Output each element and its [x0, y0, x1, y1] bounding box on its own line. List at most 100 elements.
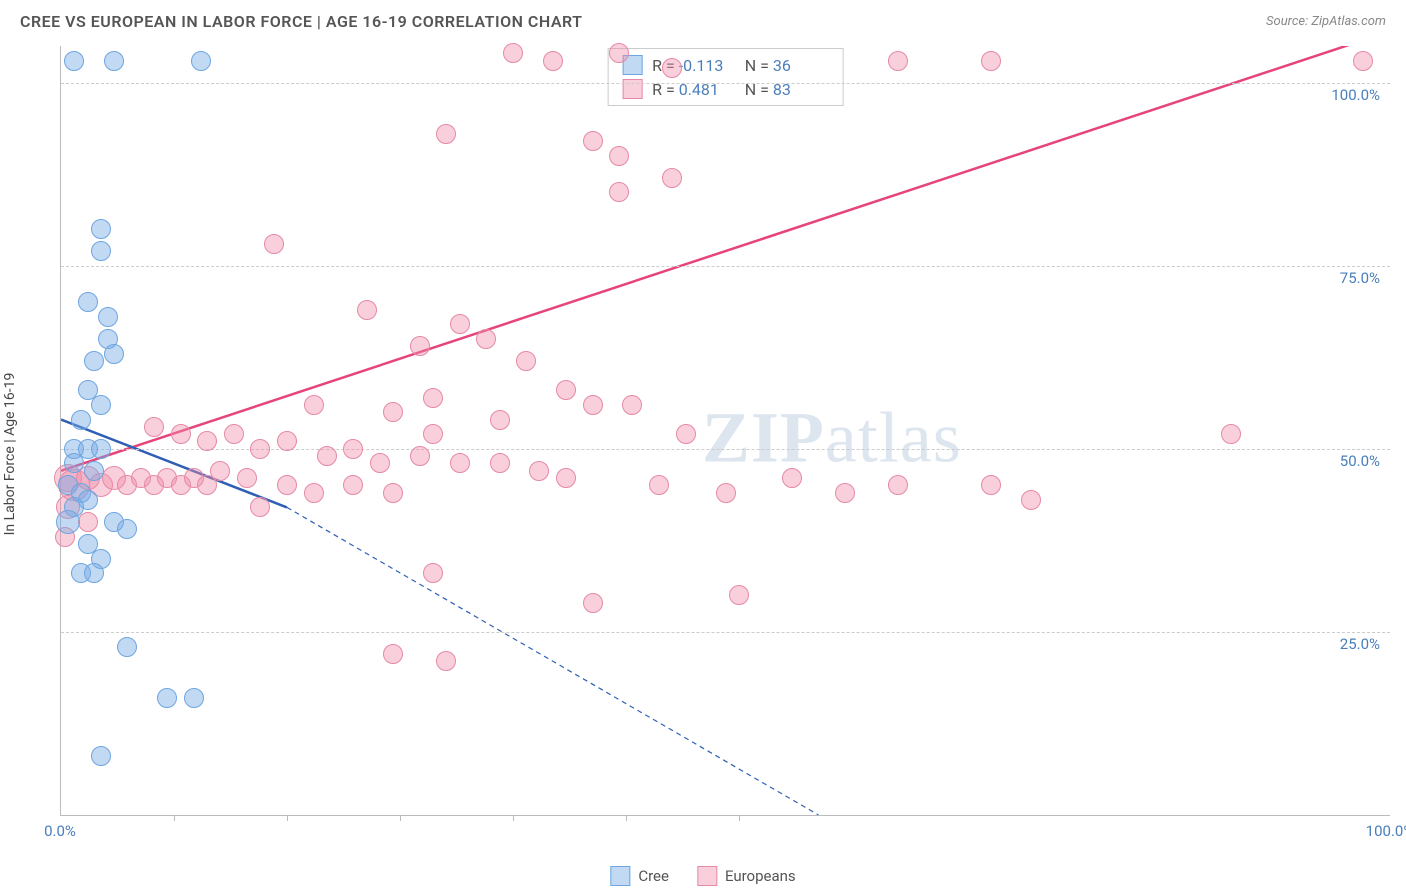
- euro-point: [662, 168, 682, 188]
- euro-point: [210, 461, 230, 481]
- y-tick-label: 50.0%: [1340, 452, 1380, 470]
- euro-point: [450, 314, 470, 334]
- x-tick: [400, 815, 401, 821]
- cree-point: [157, 688, 177, 708]
- euro-point: [1021, 490, 1041, 510]
- legend-label-euro: Europeans: [725, 867, 796, 885]
- cree-point: [84, 351, 104, 371]
- swatch-cree-icon: [610, 866, 630, 886]
- legend-item-euro: Europeans: [697, 866, 796, 886]
- euro-point: [649, 475, 669, 495]
- euro-point: [277, 431, 297, 451]
- euro-point: [250, 439, 270, 459]
- euro-point: [304, 483, 324, 503]
- cree-point: [64, 51, 84, 71]
- euro-point: [450, 453, 470, 473]
- swatch-euro-icon: [697, 866, 717, 886]
- euro-point: [583, 131, 603, 151]
- euro-point: [888, 51, 908, 71]
- euro-point: [264, 234, 284, 254]
- chart-title: CREE VS EUROPEAN IN LABOR FORCE | AGE 16…: [20, 12, 583, 31]
- cree-point: [184, 688, 204, 708]
- gridline: [61, 632, 1390, 633]
- euro-point: [237, 468, 257, 488]
- euro-point: [516, 351, 536, 371]
- cree-point: [56, 510, 80, 534]
- cree-point: [91, 746, 111, 766]
- x-tick: [174, 815, 175, 821]
- euro-point: [543, 51, 563, 71]
- euro-point: [436, 651, 456, 671]
- legend-item-cree: Cree: [610, 866, 669, 886]
- euro-point: [410, 446, 430, 466]
- cree-point: [91, 219, 111, 239]
- euro-point: [676, 424, 696, 444]
- cree-point: [117, 637, 137, 657]
- cree-point: [91, 395, 111, 415]
- euro-point: [423, 563, 443, 583]
- plot-region: ZIPatlas R = -0.113 N = 36 R = 0.481 N =…: [60, 46, 1390, 816]
- euro-point: [171, 424, 191, 444]
- euro-point: [583, 395, 603, 415]
- stats-row-cree: R = -0.113 N = 36: [608, 53, 843, 77]
- euro-point: [729, 585, 749, 605]
- euro-point: [343, 439, 363, 459]
- cree-point: [91, 439, 111, 459]
- euro-point: [357, 300, 377, 320]
- euro-point: [981, 51, 1001, 71]
- gridline: [61, 266, 1390, 267]
- euro-point: [383, 644, 403, 664]
- euro-point: [197, 431, 217, 451]
- x-tick: [287, 815, 288, 821]
- euro-point: [370, 453, 390, 473]
- euro-point: [317, 446, 337, 466]
- euro-point: [490, 410, 510, 430]
- cree-point: [104, 344, 124, 364]
- source-label: Source: ZipAtlas.com: [1266, 14, 1386, 29]
- euro-point: [343, 475, 363, 495]
- chart-area: In Labor Force | Age 16-19 ZIPatlas R = …: [16, 46, 1390, 846]
- x-tick: [626, 815, 627, 821]
- euro-point: [224, 424, 244, 444]
- euro-point: [782, 468, 802, 488]
- legend: Cree Europeans: [610, 866, 795, 886]
- cree-point: [64, 453, 84, 473]
- euro-point: [383, 483, 403, 503]
- euro-point: [609, 182, 629, 202]
- cree-point: [84, 563, 104, 583]
- euro-point: [981, 475, 1001, 495]
- cree-point: [117, 519, 137, 539]
- euro-point: [304, 395, 324, 415]
- cree-point: [98, 307, 118, 327]
- euro-point: [716, 483, 736, 503]
- euro-point: [609, 146, 629, 166]
- euro-point: [622, 395, 642, 415]
- x-tick: [739, 815, 740, 821]
- euro-point: [888, 475, 908, 495]
- watermark: ZIPatlas: [702, 397, 962, 480]
- x-tick-label: 0.0%: [44, 822, 76, 840]
- gridline: [61, 83, 1390, 84]
- euro-point: [529, 461, 549, 481]
- euro-point: [383, 402, 403, 422]
- euro-point: [490, 453, 510, 473]
- euro-point: [277, 475, 297, 495]
- euro-point: [423, 424, 443, 444]
- euro-point: [423, 388, 443, 408]
- stats-box: R = -0.113 N = 36 R = 0.481 N = 83: [607, 48, 844, 106]
- regression-lines: [61, 46, 1390, 815]
- cree-point: [84, 461, 104, 481]
- x-tick: [513, 815, 514, 821]
- legend-label-cree: Cree: [638, 867, 669, 885]
- euro-point: [436, 124, 456, 144]
- y-tick-label: 25.0%: [1340, 635, 1380, 653]
- euro-point: [1353, 51, 1373, 71]
- euro-point: [662, 58, 682, 78]
- euro-point: [476, 329, 496, 349]
- euro-point: [1221, 424, 1241, 444]
- euro-point: [410, 336, 430, 356]
- euro-point: [583, 593, 603, 613]
- euro-point: [503, 43, 523, 63]
- cree-point: [78, 292, 98, 312]
- cree-point: [91, 241, 111, 261]
